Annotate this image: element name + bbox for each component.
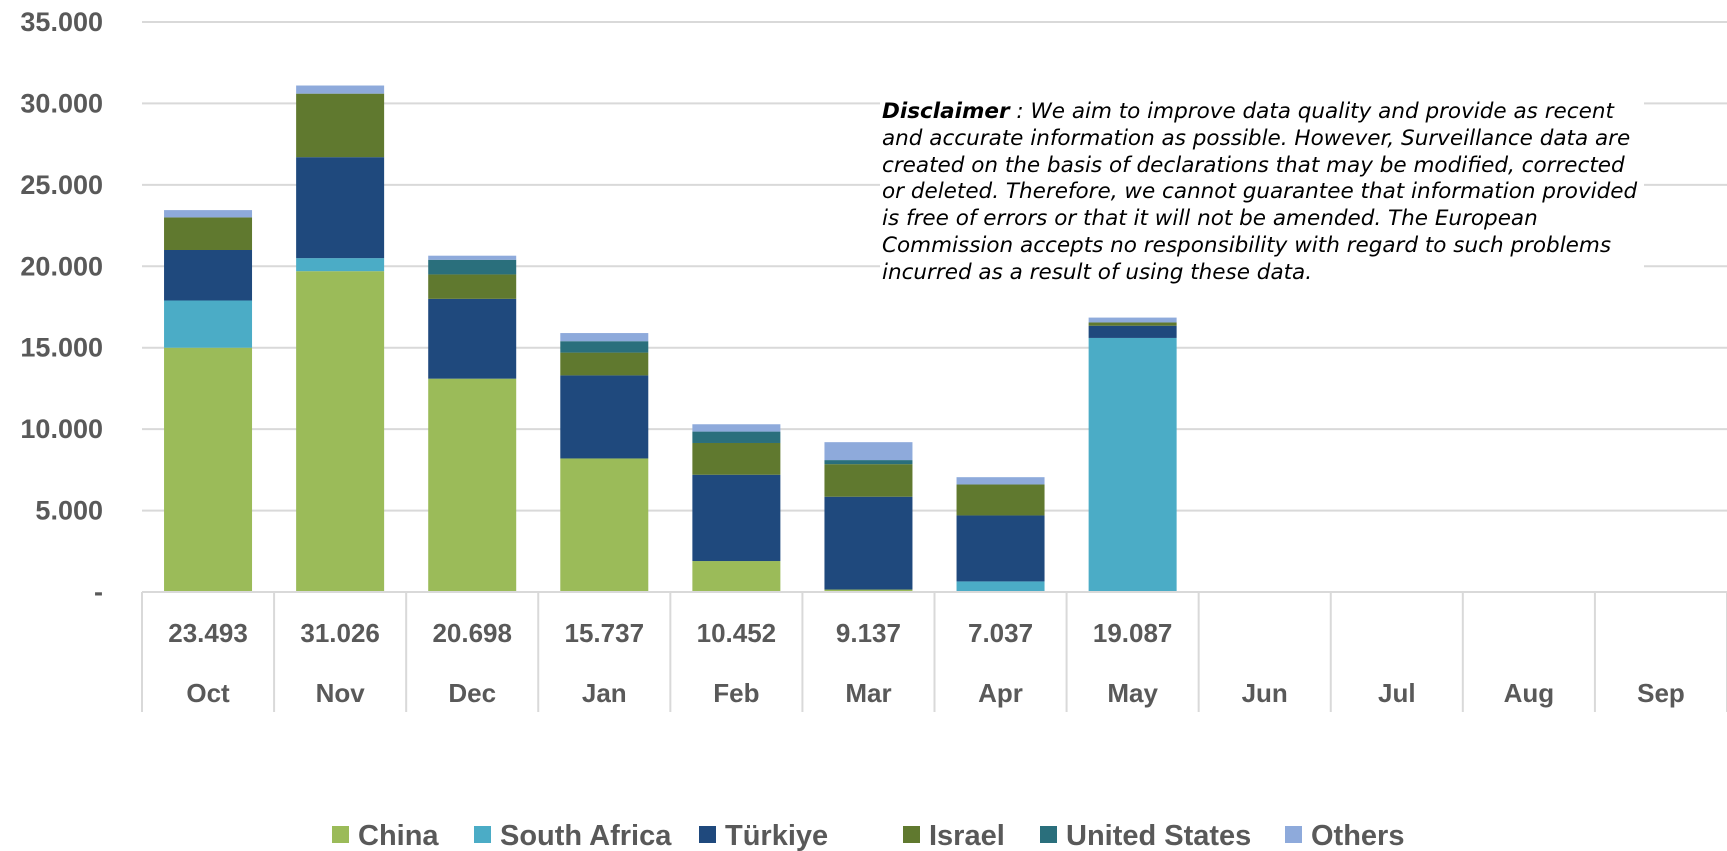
disclaimer-lead: Disclaimer [882,99,1010,124]
disclaimer-note: Disclaimer : We aim to improve data qual… [880,99,1644,287]
bar-segment [1088,317,1177,323]
total-value-label: 10.452 [697,618,777,648]
y-tick-label: 20.000 [20,251,103,281]
category-label: Aug [1504,678,1555,708]
bar-segment [428,274,517,299]
bar-segment [428,259,517,275]
bar-segment [296,157,385,259]
bar-segment [428,255,517,260]
category-label: Jan [582,678,627,708]
category-label: Feb [713,678,759,708]
legend-label: South Africa [500,820,672,851]
legend: China South Africa Türkiye Israel United Sta… [332,820,1404,851]
legend-label: China [358,820,439,851]
category-label: Nov [316,678,366,708]
category-label: Jul [1378,678,1416,708]
bar-segment [824,464,913,497]
bar-segment [692,561,781,592]
y-axis-tick-labels: - 5.000 10.000 15.000 20.000 25.000 30.000 35.0… [20,7,103,607]
y-tick-label: 35.000 [20,7,103,37]
legend-swatch [1285,826,1302,843]
data-table: 23.493 Oct 31.026 Nov 20.698 Dec 15.737 Jan 10.4… [141,591,1727,712]
bar-segment [164,217,253,250]
total-value-label: 20.698 [432,618,512,648]
bar-segment [164,210,253,218]
total-value-label: 15.737 [565,618,645,648]
legend-label: Türkiye [725,820,828,851]
bar-segment [428,298,517,379]
total-value-label: 19.087 [1093,618,1173,648]
y-tick-label: 15.000 [20,333,103,363]
legend-label: United States [1066,820,1251,851]
bar-segment [824,460,913,465]
bar-segment [956,477,1045,485]
total-value-label: 7.037 [968,618,1033,648]
disclaimer-text: : We aim to improve data quality and pro… [882,99,1638,285]
bar-segment [560,333,649,342]
bar-segment [560,375,649,459]
category-label: Sep [1637,678,1685,708]
bar-segment [692,424,781,432]
legend-swatch [699,826,716,843]
bar-segment [164,300,253,348]
category-label: Dec [448,678,496,708]
bar-segment [428,378,517,592]
bar-segment [560,341,649,353]
category-label: Mar [845,678,891,708]
y-tick-label: 10.000 [20,414,103,444]
bar-segment [824,442,913,461]
bar-segment [296,258,385,272]
total-value-label: 9.137 [836,618,901,648]
bar-segment [1088,325,1177,338]
total-value-label: 23.493 [168,618,248,648]
bar-segment [560,458,649,592]
bars [164,85,1177,592]
bar-segment [1088,337,1177,592]
bar-segment [692,431,781,443]
y-tick-label: - [94,577,103,607]
y-tick-label: 30.000 [20,88,103,118]
total-value-label: 31.026 [300,618,380,648]
y-tick-label: 5.000 [35,496,103,526]
legend-swatch [474,826,491,843]
bar-segment [164,250,253,301]
category-label: Oct [186,678,230,708]
legend-swatch [903,826,920,843]
bar-segment [692,442,781,475]
category-label: Apr [978,678,1023,708]
legend-swatch [332,826,349,843]
bar-segment [824,496,913,590]
bar-segment [692,474,781,562]
bar-segment [296,93,385,158]
bar-segment [824,589,913,592]
legend-swatch [1040,826,1057,843]
y-tick-label: 25.000 [20,170,103,200]
bar-segment [560,352,649,376]
bar-segment [296,271,385,592]
bar-segment [296,85,385,94]
bar-segment [956,484,1045,516]
legend-label: Others [1311,820,1404,851]
bar-segment [956,515,1045,582]
bar-segment [956,581,1045,592]
category-label: May [1107,678,1158,708]
legend-label: Israel [929,820,1005,851]
category-label: Jun [1242,678,1288,708]
bar-segment [1088,322,1177,326]
bar-segment [164,347,253,592]
